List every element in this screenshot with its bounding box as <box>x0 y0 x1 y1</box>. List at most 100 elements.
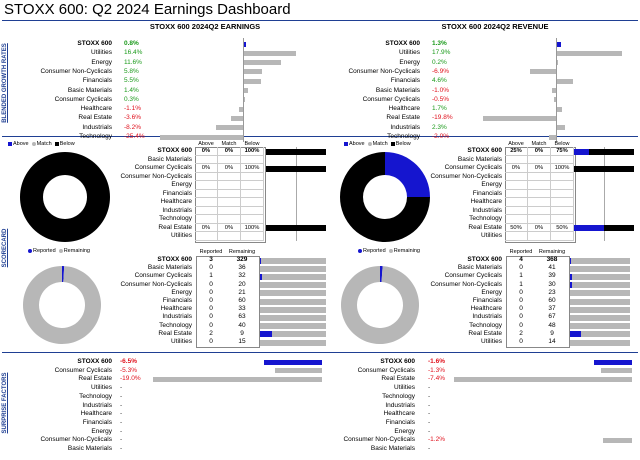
page-title: STOXX 600: Q2 2024 Earnings Dashboard <box>4 1 291 18</box>
remaining-count: 40 <box>238 321 246 329</box>
category-label: STOXX 600 <box>157 147 192 154</box>
data-label: -8.2% <box>124 123 141 131</box>
data-label: - <box>120 427 123 435</box>
reported-count: 0 <box>519 297 523 304</box>
reported-bar <box>260 273 262 280</box>
data-label: 1.4% <box>124 86 139 94</box>
category-label: Healthcare <box>80 105 112 113</box>
cell-match <box>528 189 551 198</box>
category-label: STOXX 600 <box>77 358 112 365</box>
remaining-count: 21 <box>238 288 246 296</box>
legend-below: Below <box>59 141 75 147</box>
category-label: STOXX 600 <box>467 256 502 263</box>
category-label: Energy <box>481 181 502 188</box>
growth-bar <box>554 97 556 103</box>
data-label: 5.8% <box>124 67 139 75</box>
category-label: Consumer Cyclicals <box>444 272 502 280</box>
data-label: 11.6% <box>124 58 142 66</box>
cell-below <box>241 172 264 181</box>
category-label: Energy <box>91 58 112 66</box>
remaining-bar <box>570 323 630 330</box>
data-label: - <box>428 392 431 400</box>
slice-below <box>340 152 430 242</box>
category-label: Real Estate <box>381 375 415 383</box>
remaining-bar <box>260 282 326 289</box>
cell-above: 0% <box>195 147 218 156</box>
category-label: Real Estate <box>468 223 502 231</box>
remaining-bar <box>570 314 630 321</box>
cell-above <box>195 189 218 198</box>
category-label: Utilities <box>481 338 502 345</box>
slice-reported <box>62 266 65 283</box>
cell-match <box>528 232 551 241</box>
data-label: 1.3% <box>432 40 447 47</box>
legend-swatch-below <box>54 141 59 146</box>
reported-count: 0 <box>209 297 213 304</box>
category-label: Consumer Non-Cyclicals <box>343 436 415 444</box>
reported-count: 1 <box>209 272 213 280</box>
growth-bar <box>482 115 556 121</box>
growth-bar <box>556 78 574 84</box>
table-header-above: Above <box>198 141 214 147</box>
category-label: Technology <box>159 321 192 329</box>
revenue-panel-title: STOXX 600 2024Q2 REVENUE <box>441 22 549 31</box>
cell-match: 0% <box>218 164 241 173</box>
category-label: STOXX 600 <box>385 40 420 47</box>
remaining-bar <box>571 273 630 280</box>
remaining-count: 37 <box>548 305 556 313</box>
earnings-beat-miss-donut <box>19 152 110 242</box>
surprise-bar <box>274 368 322 374</box>
growth-bar <box>556 41 561 47</box>
data-label: -1.3% <box>428 366 445 374</box>
category-label: Financials <box>162 297 192 304</box>
reported-count: 0 <box>209 264 213 272</box>
category-label: Basic Materials <box>457 155 502 163</box>
remaining-bar <box>260 314 326 321</box>
category-label: Industrials <box>390 123 420 131</box>
legend-above: Above <box>349 141 365 147</box>
legend-match: Match <box>372 141 388 147</box>
data-label: - <box>120 384 123 392</box>
reported-count: 0 <box>519 338 523 345</box>
remaining-count: 41 <box>548 264 556 272</box>
category-label: Industrials <box>82 401 112 409</box>
data-label: -5.3% <box>120 366 137 374</box>
remaining-count: 15 <box>238 338 246 345</box>
category-label: Technology <box>469 321 502 329</box>
data-label: 0.8% <box>124 40 139 47</box>
growth-bar <box>160 134 243 140</box>
growth-bar <box>552 88 556 93</box>
earnings-reported-donut <box>22 266 101 344</box>
axis-line <box>296 147 297 241</box>
table-header-remaining: Remaining <box>538 249 566 255</box>
data-label: - <box>428 418 431 426</box>
cell-match: 0% <box>218 223 241 232</box>
data-label: - <box>120 445 123 452</box>
cell-below <box>551 232 574 241</box>
remaining-bar <box>570 298 630 305</box>
above-bar <box>574 225 604 231</box>
revenue-beat-miss-donut <box>340 152 430 242</box>
cell-match <box>528 206 551 215</box>
reported-count: 4 <box>519 256 523 263</box>
surprise-bar <box>152 376 322 382</box>
legend-below: Below <box>395 141 411 147</box>
data-label: -1.2% <box>428 436 445 444</box>
cell-below <box>241 189 264 198</box>
table-header-match: Match <box>221 141 237 147</box>
remaining-count: 32 <box>238 272 246 280</box>
legend-swatch-remaining <box>58 248 63 253</box>
category-label: Technology <box>387 133 420 140</box>
cell-below: 100% <box>241 164 264 173</box>
category-label: Technology <box>79 133 112 140</box>
cell-below: 100% <box>241 223 264 232</box>
cell-match <box>218 232 241 241</box>
category-label: Financials <box>82 418 112 426</box>
category-label: Consumer Non-Cyclicals <box>348 67 420 75</box>
category-label: Consumer Non-Cyclicals <box>430 172 502 180</box>
data-label: 17.9% <box>432 49 451 57</box>
cell-match <box>528 198 551 207</box>
category-label: Consumer Cyclicals <box>134 164 192 171</box>
remaining-count: 63 <box>238 313 246 321</box>
category-label: Utilities <box>91 49 112 57</box>
